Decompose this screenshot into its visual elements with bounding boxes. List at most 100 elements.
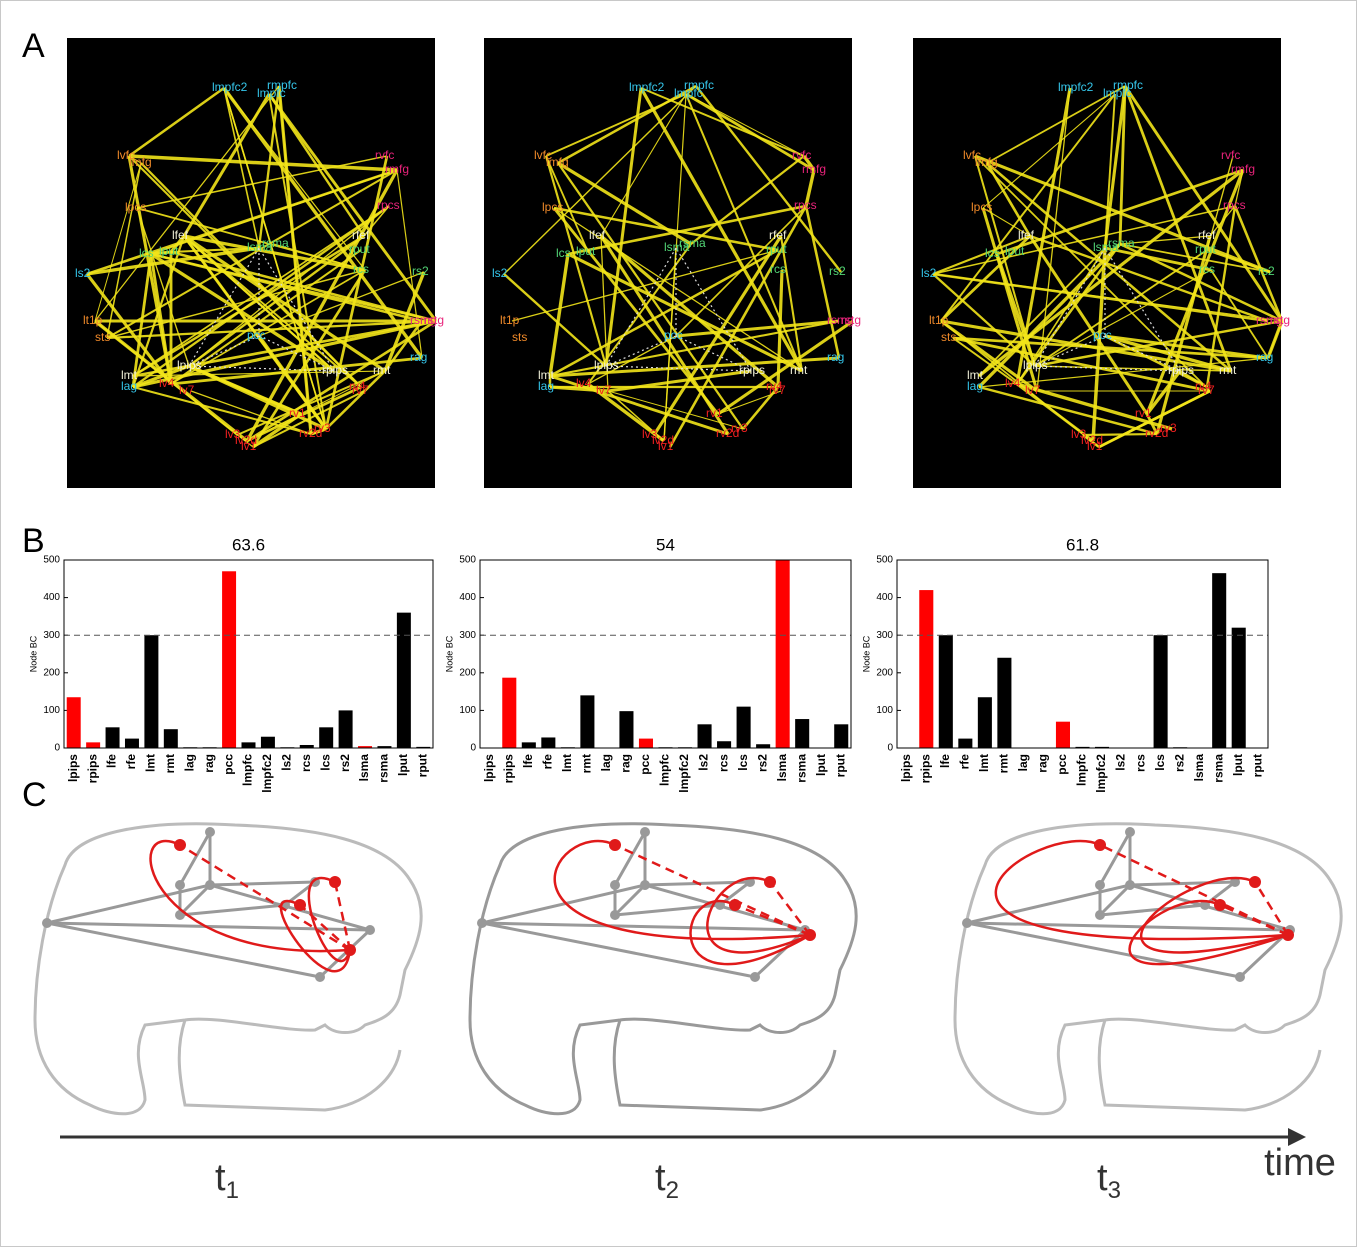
bar	[222, 571, 236, 748]
network-node-label: ls2	[492, 266, 508, 280]
bar	[978, 697, 992, 748]
hub-node	[1249, 876, 1261, 888]
x-tick-label: lfe	[938, 754, 952, 768]
hub-node	[1094, 839, 1106, 851]
x-tick-label: rpips	[85, 754, 99, 784]
y-tick-label: 300	[43, 630, 60, 641]
hub-node	[609, 839, 621, 851]
time-label: time	[1264, 1142, 1336, 1184]
time-step-main: t	[1097, 1157, 1108, 1199]
network-node-label: rpips	[1168, 363, 1194, 377]
y-axis-label: Node BC	[28, 635, 38, 672]
y-tick-label: 200	[876, 667, 893, 678]
y-tick-label: 200	[43, 667, 60, 678]
network-node-label: lag	[121, 379, 137, 393]
x-tick-label: rput	[833, 754, 847, 777]
network-node-label: rvfc	[1221, 148, 1240, 162]
x-tick-label: lmpfc2	[260, 754, 274, 793]
network-node-label: rstg	[1270, 313, 1290, 327]
y-tick-label: 0	[54, 743, 60, 754]
x-tick-label: rfe	[541, 754, 555, 770]
brain-node	[962, 918, 972, 928]
brain-node	[315, 972, 325, 982]
network-node-label: rv1	[706, 406, 723, 420]
time-step-main: t	[655, 1157, 666, 1199]
x-tick-label: rfe	[124, 754, 138, 770]
x-tick-label: lag	[599, 754, 613, 771]
bar	[639, 739, 653, 748]
bar	[339, 710, 353, 748]
bar	[522, 742, 536, 748]
bar	[242, 742, 256, 748]
network-node-label: rsma	[1108, 236, 1135, 250]
x-tick-label: lag	[182, 754, 196, 771]
y-tick-label: 400	[876, 592, 893, 603]
network-node-label: rpips	[739, 363, 765, 377]
brain-node	[640, 880, 650, 890]
network-node-label: lmpfc	[674, 86, 703, 100]
network-node-label: rpips	[322, 363, 348, 377]
brain-node	[1125, 880, 1135, 890]
x-tick-label: rmt	[580, 754, 594, 773]
x-tick-label: lcs	[318, 754, 332, 771]
network-node-label: lpcs	[542, 200, 563, 214]
y-tick-label: 100	[459, 705, 476, 716]
bar	[1154, 635, 1168, 748]
network-node-label: lt1p	[929, 313, 949, 327]
network-node-label: rmfg	[1231, 162, 1255, 176]
network-node-label: lpips	[177, 358, 202, 372]
brain-node	[205, 880, 215, 890]
network-node-label: lcs	[139, 246, 154, 260]
network-node-label: pcc	[1093, 328, 1112, 342]
y-tick-label: 200	[459, 667, 476, 678]
network-node-label: rv7	[769, 383, 786, 397]
x-tick-label: lsma	[357, 754, 371, 782]
x-tick-label: rcs	[716, 754, 730, 772]
network-node-label: lt1p	[500, 313, 520, 327]
bar	[1056, 722, 1070, 748]
x-tick-label: lsma	[1192, 754, 1206, 782]
brain-node	[1095, 880, 1105, 890]
y-tick-label: 100	[43, 705, 60, 716]
bar	[86, 742, 100, 748]
network-node-label: lpips	[594, 358, 619, 372]
brain-node	[1235, 972, 1245, 982]
network-node-label: rput	[1195, 242, 1216, 256]
bar	[997, 658, 1011, 748]
brain-node	[750, 972, 760, 982]
x-tick-label: rpips	[501, 754, 515, 784]
network-node-label: lfef	[589, 228, 606, 242]
network-node-label: lput	[1005, 244, 1025, 258]
x-tick-label: rfe	[958, 754, 972, 770]
y-tick-label: 0	[470, 743, 476, 754]
y-tick-label: 400	[43, 592, 60, 603]
y-tick-label: 500	[459, 555, 476, 566]
brain-node	[610, 910, 620, 920]
bar	[502, 678, 516, 748]
x-tick-label: lmpfc	[241, 754, 255, 786]
x-tick-label: rs2	[755, 754, 769, 772]
time-step-subscript: 3	[1108, 1177, 1121, 1204]
network-node-label: lcs	[985, 246, 1000, 260]
x-tick-label: rput	[1250, 754, 1264, 777]
hub-node	[174, 839, 186, 851]
network-node-label: rmt	[1219, 363, 1237, 377]
hub-node	[804, 929, 816, 941]
brain-node	[477, 918, 487, 928]
network-node-label: sts	[512, 330, 527, 344]
network-node-label: rmt	[373, 363, 391, 377]
network-node-label: rvfc	[792, 148, 811, 162]
network-background	[484, 38, 852, 488]
network-node-label: lv4	[159, 376, 175, 390]
network-node-label: rv7	[352, 383, 369, 397]
bar	[106, 727, 120, 748]
time-step-main: t	[215, 1157, 226, 1199]
network-node-label: lcs	[556, 246, 571, 260]
network-node-label: rmt	[790, 363, 808, 377]
network-node-label: lmpfc	[1103, 86, 1132, 100]
x-tick-label: rag	[202, 754, 216, 773]
hub-node	[329, 876, 341, 888]
x-tick-label: rag	[1036, 754, 1050, 773]
network-node-label: lt1p	[83, 313, 103, 327]
